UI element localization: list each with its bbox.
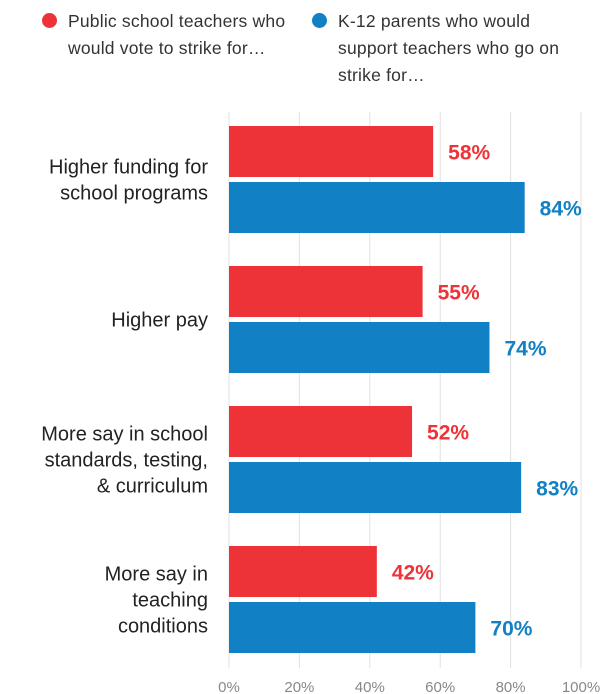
x-tick-label: 40%	[355, 679, 385, 694]
value-label: 70%	[490, 618, 532, 641]
legend-swatch-parents	[312, 13, 327, 28]
value-label: 42%	[392, 562, 434, 585]
legend-label-parents: K-12 parents who would support teachers …	[338, 11, 560, 85]
category-label: Higher funding for school programs	[49, 157, 208, 205]
legend: Public school teachers who would vote to…	[0, 8, 600, 98]
legend-item-teachers: Public school teachers who would vote to…	[42, 8, 292, 62]
value-label: 83%	[536, 478, 578, 501]
x-tick-label: 100%	[562, 679, 600, 694]
x-tick-label: 60%	[425, 679, 455, 694]
bar-parents	[229, 602, 476, 653]
legend-swatch-teachers	[42, 13, 57, 28]
bar-teachers	[229, 126, 434, 177]
legend-label-teachers: Public school teachers who would vote to…	[68, 11, 286, 58]
x-tick-label: 0%	[218, 679, 240, 694]
bar-teachers	[229, 406, 413, 457]
value-label: 84%	[540, 198, 582, 221]
category-label: More say in school standards, testing, & c…	[41, 424, 208, 498]
x-tick-label: 20%	[284, 679, 314, 694]
bar-teachers	[229, 546, 377, 597]
category-label: More say in teaching conditions	[105, 564, 208, 638]
bar-parents	[229, 462, 522, 513]
bar-teachers	[229, 266, 423, 317]
value-label: 58%	[448, 142, 490, 165]
bar-parents	[229, 182, 525, 233]
value-label: 55%	[438, 282, 480, 305]
legend-item-parents: K-12 parents who would support teachers …	[312, 8, 592, 89]
value-label: 52%	[427, 422, 469, 445]
x-tick-label: 80%	[496, 679, 526, 694]
category-label: Higher pay	[111, 310, 208, 332]
bar-parents	[229, 322, 490, 373]
value-label: 74%	[504, 338, 546, 361]
